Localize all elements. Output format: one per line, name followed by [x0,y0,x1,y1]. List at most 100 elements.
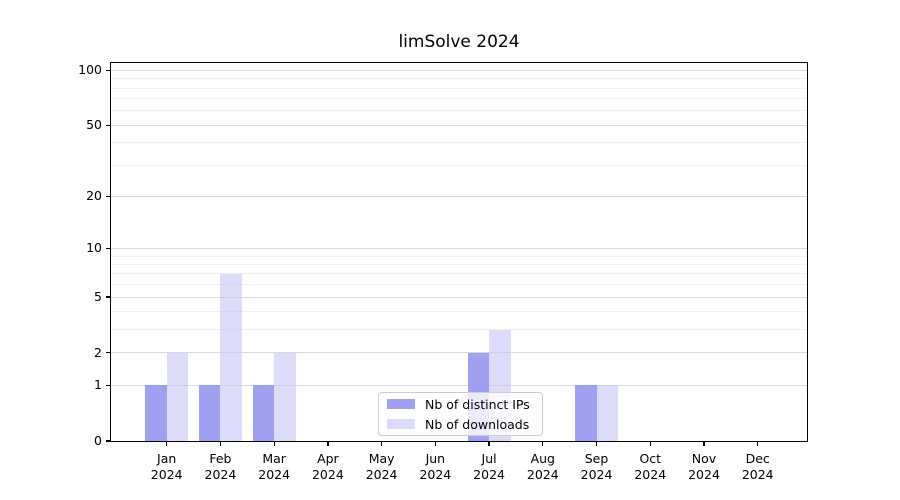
y-axis-tick-label: 20 [86,188,102,204]
x-axis-tick-label: Aug 2024 [511,451,575,482]
x-axis-tick [219,441,222,446]
x-label-year: 2024 [741,466,774,482]
y-axis-tick-label: 50 [86,117,102,133]
legend-item-downloads: Nb of downloads [379,417,542,432]
gridline-major [110,195,808,197]
x-label-month: Oct [639,451,662,466]
gridline-major [110,124,808,126]
y-axis-tick-label: 1 [94,377,102,393]
x-axis-tick [542,441,544,446]
y-axis-tick [105,352,110,354]
x-axis-tick-label: Mar 2024 [242,451,306,482]
x-axis-tick [380,441,383,446]
x-label-month: Mar [262,451,286,466]
x-label-year: 2024 [311,466,344,482]
chart-title: limSolve 2024 [398,32,520,52]
bar-distinct-ips-jan [145,385,167,441]
x-axis-tick-label: Nov 2024 [672,451,736,482]
x-axis-tick-label: Oct 2024 [618,451,682,482]
x-label-year: 2024 [526,466,559,482]
x-label-month: Dec [745,451,770,466]
x-label-month: Jul [481,451,497,466]
legend-label-downloads: Nb of downloads [425,416,530,432]
legend-swatch-distinct-ips [387,399,415,409]
gridline-minor [110,273,808,275]
gridline-minor [110,98,808,100]
x-label-month: Nov [691,451,717,466]
gridline-major [110,296,808,298]
gridline-major [110,384,808,386]
x-label-year: 2024 [634,466,667,482]
x-label-year: 2024 [258,466,291,482]
y-axis-tick [105,247,110,250]
x-axis-tick [757,441,759,446]
y-axis-tick-label: 100 [78,62,102,78]
y-axis-tick [105,440,110,442]
x-axis-tick-label: Dec 2024 [726,451,790,482]
x-axis-tick [434,441,436,446]
y-axis-tick [105,69,110,71]
bar-distinct-ips-sep [575,385,597,441]
x-axis-tick [327,441,329,446]
gridline-minor [110,87,808,89]
bar-downloads-feb [220,273,242,441]
chart-legend: Nb of distinct IPs Nb of downloads [378,392,543,436]
x-axis-tick [488,441,490,446]
x-label-month: Aug [530,451,555,466]
x-axis-tick [703,441,705,446]
y-axis-tick-label: 10 [86,240,102,256]
gridline-major [110,247,808,249]
legend-label-distinct-ips: Nb of distinct IPs [425,396,530,412]
bar-distinct-ips-feb [198,385,221,441]
bar-distinct-ips-mar [252,385,275,441]
x-axis-tick-label: Feb 2024 [188,451,252,482]
gridline-major [110,352,808,354]
x-axis-tick [595,441,598,446]
gridline-minor [110,329,808,331]
x-label-month: Apr [317,451,339,466]
bar-downloads-mar [274,352,296,441]
y-axis-tick-label: 5 [94,289,102,305]
gridline-minor [110,142,808,144]
x-label-year: 2024 [419,466,452,482]
x-axis-tick-label: Jan 2024 [135,451,199,482]
x-label-month: Feb [209,451,232,466]
y-axis-tick [105,384,110,386]
x-axis-tick-label: May 2024 [350,451,414,482]
x-label-month: Jun [425,451,446,466]
x-label-year: 2024 [150,466,183,482]
x-axis-tick [273,441,275,446]
gridline-minor [110,164,808,166]
bar-downloads-sep [596,385,619,441]
x-label-year: 2024 [580,466,613,482]
x-axis-tick-label: Jul 2024 [457,451,521,482]
y-axis-tick-label: 2 [94,344,102,360]
x-label-month: Sep [584,451,609,466]
x-label-month: May [368,451,395,466]
x-axis-tick-label: Sep 2024 [565,451,629,482]
gridline-minor [110,110,808,112]
bar-downloads-jan [166,352,189,441]
y-axis-tick [105,296,110,298]
gridline-minor [110,255,808,257]
gridline-minor [110,284,808,286]
gridline-minor [110,264,808,265]
legend-item-distinct-ips: Nb of distinct IPs [379,397,542,412]
x-label-month: Jan [157,451,177,466]
x-axis-tick [649,441,651,446]
x-axis-tick-label: Apr 2024 [296,451,360,482]
x-axis-tick-label: Jun 2024 [403,451,467,482]
x-label-year: 2024 [204,466,237,482]
gridline-minor [110,78,808,80]
gridline-minor [110,311,808,313]
y-axis-tick-label: 0 [94,433,102,448]
gridline-major [110,69,808,71]
x-axis-tick [166,441,168,446]
y-axis-tick [105,124,110,126]
legend-swatch-downloads [387,419,415,429]
y-axis-tick [105,195,110,198]
x-label-year: 2024 [473,466,505,482]
x-label-year: 2024 [688,466,720,482]
